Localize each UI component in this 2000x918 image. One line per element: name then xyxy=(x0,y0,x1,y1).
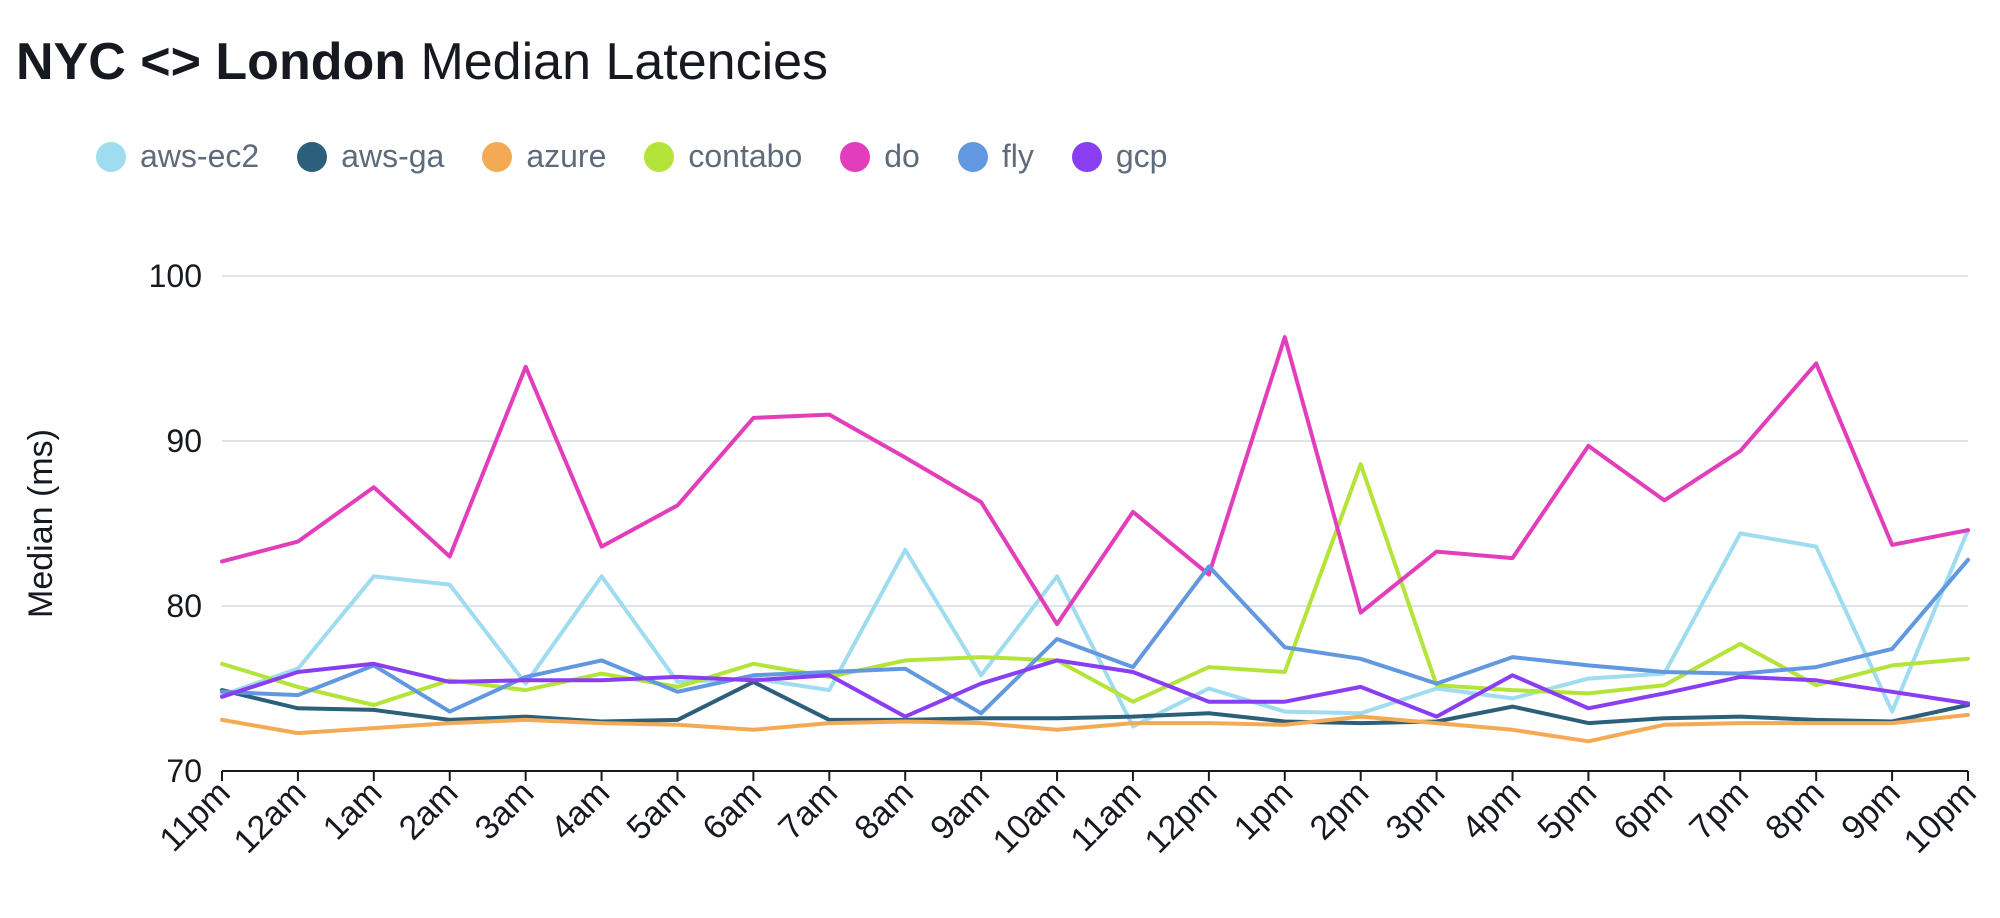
legend-swatch xyxy=(840,141,871,172)
legend-item-aws-ga[interactable]: aws-ga xyxy=(297,138,444,175)
series-line-do xyxy=(220,335,1970,627)
x-tick-label: 12am xyxy=(227,774,314,861)
legend-label: fly xyxy=(1001,138,1034,174)
legend-label: do xyxy=(884,138,920,174)
legend-item-gcp[interactable]: gcp xyxy=(1071,138,1168,175)
legend-label: azure xyxy=(526,138,607,174)
x-tick-label: 4pm xyxy=(1455,774,1529,848)
legend-label: aws-ec2 xyxy=(140,138,260,174)
legend-swatch xyxy=(482,141,513,172)
legend-swatch xyxy=(297,141,328,172)
legend-label: contabo xyxy=(688,138,803,174)
x-tick-label: 1am xyxy=(316,774,390,848)
x-tick-label: 3pm xyxy=(1379,774,1453,848)
x-tick-label: 2pm xyxy=(1303,774,1377,848)
x-tick-label: 9pm xyxy=(1834,774,1908,848)
legend-item-do[interactable]: do xyxy=(840,138,920,175)
x-tick-label: 8pm xyxy=(1758,774,1832,848)
legend-swatch xyxy=(957,141,988,172)
x-tick-label: 9am xyxy=(923,774,997,848)
y-axis-label: Median (ms) xyxy=(22,429,60,618)
x-tick-label: 11am xyxy=(1063,774,1148,859)
x-tick-label: 6pm xyxy=(1606,774,1680,848)
series-line-fly xyxy=(220,557,1970,716)
y-tick-label: 80 xyxy=(166,588,202,624)
x-tick-label: 10pm xyxy=(1897,774,1984,861)
legend: aws-ec2 aws-ga azure contabo do fly gcp xyxy=(96,138,1205,175)
legend-item-contabo[interactable]: contabo xyxy=(644,138,802,175)
x-tick-label: 4am xyxy=(544,774,618,848)
x-tick-label: 3am xyxy=(468,774,542,848)
chart-title-bold: NYC <> London xyxy=(16,33,406,91)
x-tick-label: 8am xyxy=(847,774,921,848)
y-tick-label: 70 xyxy=(166,753,202,789)
x-tick-label: 5pm xyxy=(1530,774,1604,848)
x-tick-label: 7pm xyxy=(1682,774,1756,848)
y-tick-label: 100 xyxy=(149,258,202,294)
series-line-aws-ga xyxy=(220,679,1970,726)
legend-swatch xyxy=(644,141,675,172)
legend-item-fly[interactable]: fly xyxy=(957,138,1034,175)
series-line-azure xyxy=(220,712,1970,744)
series-line-gcp xyxy=(220,658,1970,719)
chart-title: NYC <> London Median Latencies xyxy=(16,30,828,94)
x-tick-label: 12pm xyxy=(1138,774,1225,861)
legend-swatch xyxy=(1071,141,1102,172)
x-tick-label: 5am xyxy=(619,774,693,848)
x-tick-label: 6am xyxy=(695,774,769,848)
legend-label: gcp xyxy=(1115,138,1168,174)
x-tick-label: 7am xyxy=(771,774,845,848)
chart-title-rest: Median Latencies xyxy=(406,33,829,91)
series-line-contabo xyxy=(220,462,1970,707)
x-tick-label: 10am xyxy=(986,774,1073,861)
x-tick-label: 2am xyxy=(392,774,466,848)
legend-swatch xyxy=(96,141,126,172)
x-tick-label: 1pm xyxy=(1227,774,1301,848)
legend-item-azure[interactable]: azure xyxy=(482,138,606,175)
legend-label: aws-ga xyxy=(341,138,445,174)
y-tick-label: 90 xyxy=(166,423,202,459)
legend-item-aws-ec2[interactable]: aws-ec2 xyxy=(96,138,259,175)
